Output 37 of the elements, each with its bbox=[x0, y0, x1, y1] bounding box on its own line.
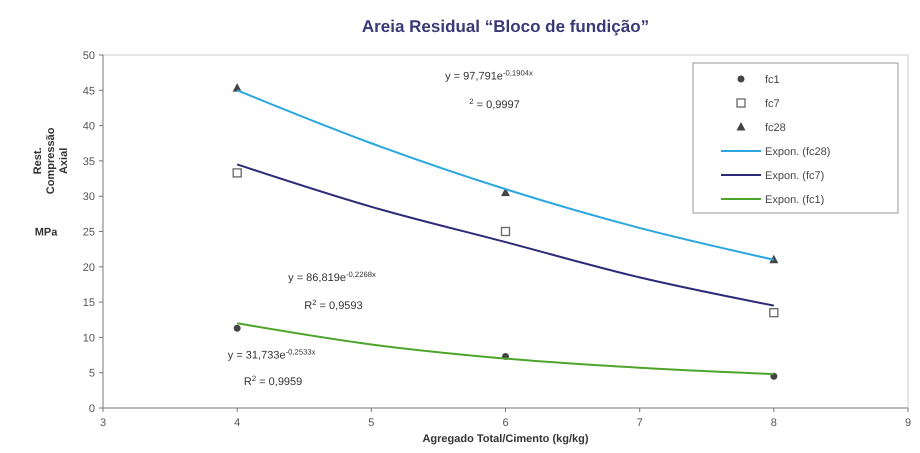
y-tick-label: 5 bbox=[88, 368, 95, 380]
x-tick-label: 7 bbox=[636, 417, 643, 429]
annotation: $^{2}$ = 0,9997 bbox=[469, 96, 520, 111]
legend-label: fc28 bbox=[765, 122, 786, 134]
x-tick-label: 4 bbox=[234, 417, 240, 429]
y-tick-label: 20 bbox=[82, 262, 95, 274]
point bbox=[234, 324, 241, 332]
x-axis-title: Agregado Total/Cimento (kg/kg) bbox=[422, 433, 589, 445]
annotation: y = 31,733e$^{-0,2533x}$ bbox=[228, 347, 316, 362]
text: Rest. Compressão Axial MPa bbox=[32, 128, 70, 238]
annotation: R$^{2}$ = 0,9959 bbox=[244, 374, 302, 388]
x-tick-label: 8 bbox=[770, 417, 777, 429]
y-tick-label: 40 bbox=[82, 120, 95, 133]
x-tick-label: 6 bbox=[502, 417, 509, 429]
legend-label: Expon. (fc28) bbox=[765, 146, 830, 158]
annotation: y = 86,819e$^{-0,2268x}$ bbox=[288, 269, 376, 284]
legend-label: fc1 bbox=[765, 74, 780, 86]
x-tick-label: 5 bbox=[368, 417, 374, 429]
point bbox=[769, 308, 778, 318]
y-tick-label: 0 bbox=[88, 403, 95, 415]
y-tick-label: 10 bbox=[82, 332, 95, 344]
y-tick-label: 35 bbox=[82, 156, 95, 168]
annotation: R$^{2}$ = 0,9593 bbox=[304, 298, 363, 312]
x-tick-label: 9 bbox=[904, 417, 912, 429]
point bbox=[232, 168, 242, 178]
chart-title: Areia Residual “Bloco de fundição” bbox=[362, 17, 650, 36]
y-tick-label: 15 bbox=[82, 297, 95, 310]
x-tick-label: 3 bbox=[100, 417, 106, 429]
legend-label: fc7 bbox=[765, 98, 780, 110]
legend-label: Expon. (fc1) bbox=[765, 194, 824, 206]
point bbox=[500, 226, 510, 236]
y-tick-label: 50 bbox=[82, 50, 95, 62]
y-tick-label: 45 bbox=[82, 85, 95, 98]
annotation: y = 97,791e$^{-0,1904x}$ bbox=[445, 68, 534, 83]
y-tick-label: 30 bbox=[82, 191, 95, 204]
legend-label: Expon. (fc7) bbox=[765, 170, 824, 182]
y-tick-label: 25 bbox=[82, 226, 95, 238]
